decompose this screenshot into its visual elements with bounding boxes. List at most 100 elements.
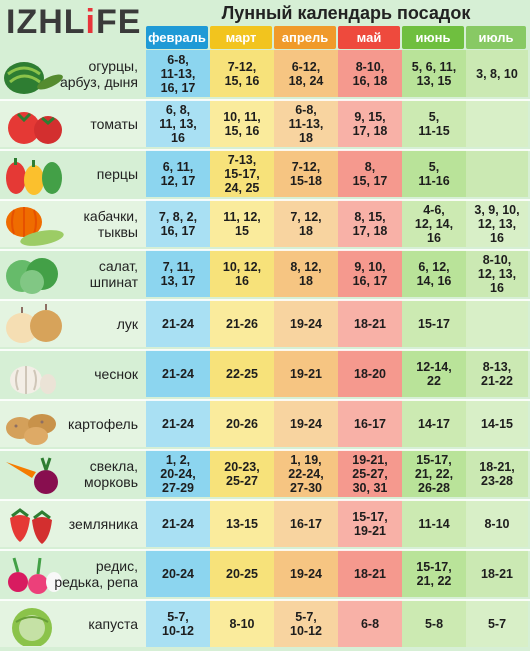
row-divider [0,599,530,601]
date-cell-apr: 7, 12, 18 [274,200,338,247]
month-header-apr: апрель [274,26,336,49]
date-cell-may: 19-21, 25-27, 30, 31 [338,450,402,497]
vegetable-cell: лук [0,300,146,347]
date-cell-feb: 7, 11, 13, 17 [146,250,210,297]
onion-icon [2,302,64,346]
month-header-jul: июль [466,26,526,49]
row-divider [0,499,530,501]
date-cell-mar: 7-13, 15-17, 24, 25 [210,150,274,197]
date-cell-mar: 20-26 [210,400,274,447]
date-cell-feb: 6, 8, 11, 13, 16 [146,100,210,147]
date-cell-may: 15-17, 19-21 [338,500,402,547]
row-divider [0,549,530,551]
table-row: свекла, морковь 1, 2, 20-24, 27-29 20-23, … [0,450,530,497]
garlic-icon [2,352,64,396]
row-divider [0,299,530,301]
pepper-icon [2,152,64,196]
row-divider [0,349,530,351]
vegetable-name: земляника [68,515,138,532]
date-cell-jun: 14-17 [402,400,466,447]
lettuce-icon [2,252,64,296]
table-row: перцы 6, 11, 12, 17 7-13, 15-17, 24, 25 7-1… [0,150,530,197]
row-divider [0,249,530,251]
table-row: кабачки, тыквы 7, 8, 2, 16, 17 11, 12, 15 7… [0,200,530,247]
date-cell-apr: 7-12, 15-18 [274,150,338,197]
date-cell-may: 16-17 [338,400,402,447]
vegetable-name: чеснок [94,365,138,382]
date-cell-jun: 5-8 [402,600,466,647]
vegetable-name: редис, редька, репа [54,557,138,590]
vegetable-cell: салат, шпинат [0,250,146,297]
date-cell-apr: 16-17 [274,500,338,547]
date-cell-feb: 21-24 [146,400,210,447]
tomato-icon [2,102,64,146]
date-cell-jun: 5, 6, 11, 13, 15 [402,50,466,97]
date-cell-may: 18-21 [338,300,402,347]
vegetable-cell: перцы [0,150,146,197]
date-cell-jul [466,100,528,147]
date-cell-jul: 3, 8, 10 [466,50,528,97]
vegetable-name: салат, шпинат [89,257,138,290]
date-cell-jul: 18-21, 23-28 [466,450,528,497]
date-cell-jun: 5, 11-15 [402,100,466,147]
date-cell-mar: 10, 12, 16 [210,250,274,297]
date-cell-apr: 6-8, 11-13, 18 [274,100,338,147]
date-cell-mar: 8-10 [210,600,274,647]
vegetable-cell: кабачки, тыквы [0,200,146,247]
vegetable-name: томаты [90,115,138,132]
month-header-feb: февраль [146,26,208,49]
date-cell-jul: 5-7 [466,600,528,647]
beet-carrot-icon [2,452,64,496]
cabbage-icon [2,602,64,648]
table-row: земляника 21-24 13-15 16-17 15-17, 19-21 11-1… [0,500,530,547]
date-cell-jul [466,300,528,347]
date-cell-jul: 8-10 [466,500,528,547]
date-cell-feb: 21-24 [146,350,210,397]
date-cell-apr: 6-12, 18, 24 [274,50,338,97]
date-cell-feb: 21-24 [146,300,210,347]
month-header: февраль март апрель май июнь июль [146,26,526,49]
table-row: чеснок 21-24 22-25 19-21 18-20 12-14, 22 8-13,… [0,350,530,397]
date-cell-apr: 8, 12, 18 [274,250,338,297]
date-cell-jul: 8-10, 12, 13, 16 [466,250,528,297]
row-divider [0,399,530,401]
radish-icon [2,552,64,596]
vegetable-cell: томаты [0,100,146,147]
row-divider [0,149,530,151]
vegetable-cell: свекла, морковь [0,450,146,497]
table-row: лук 21-24 21-26 19-24 18-21 15-17 [0,300,530,347]
date-cell-mar: 13-15 [210,500,274,547]
month-header-may: май [338,26,400,49]
date-cell-jun: 4-6, 12, 14, 16 [402,200,466,247]
date-cell-jun: 11-14 [402,500,466,547]
date-cell-apr: 5-7, 10-12 [274,600,338,647]
date-cell-jun: 12-14, 22 [402,350,466,397]
vegetable-cell: чеснок [0,350,146,397]
date-cell-jul: 3, 9, 10, 12, 13, 16 [466,200,528,247]
date-cell-jun: 15-17 [402,300,466,347]
date-cell-feb: 6, 11, 12, 17 [146,150,210,197]
date-cell-jul: 14-15 [466,400,528,447]
date-cell-jun: 15-17, 21, 22, 26-28 [402,450,466,497]
date-cell-may: 9, 15, 17, 18 [338,100,402,147]
month-header-jun: июнь [402,26,464,49]
vegetable-name: капуста [88,615,138,632]
date-cell-jul: 8-13, 21-22 [466,350,528,397]
date-cell-jun: 6, 12, 14, 16 [402,250,466,297]
date-cell-mar: 22-25 [210,350,274,397]
table-row: картофель 21-24 20-26 19-24 16-17 14-17 14-15 [0,400,530,447]
month-header-mar: март [210,26,272,49]
date-cell-mar: 20-25 [210,550,274,597]
vegetable-name: перцы [96,165,138,182]
vegetable-name: огурцы, арбуз, дыня [59,57,138,90]
date-cell-feb: 5-7, 10-12 [146,600,210,647]
row-divider [0,449,530,451]
date-cell-may: 8, 15, 17, 18 [338,200,402,247]
vegetable-name: свекла, морковь [84,457,138,490]
date-cell-may: 8, 15, 17 [338,150,402,197]
table-row: салат, шпинат 7, 11, 13, 17 10, 12, 16 8, 1… [0,250,530,297]
strawberry-icon [2,502,64,546]
cucumber-watermelon-icon [2,52,64,96]
date-cell-apr: 19-21 [274,350,338,397]
date-cell-feb: 7, 8, 2, 16, 17 [146,200,210,247]
